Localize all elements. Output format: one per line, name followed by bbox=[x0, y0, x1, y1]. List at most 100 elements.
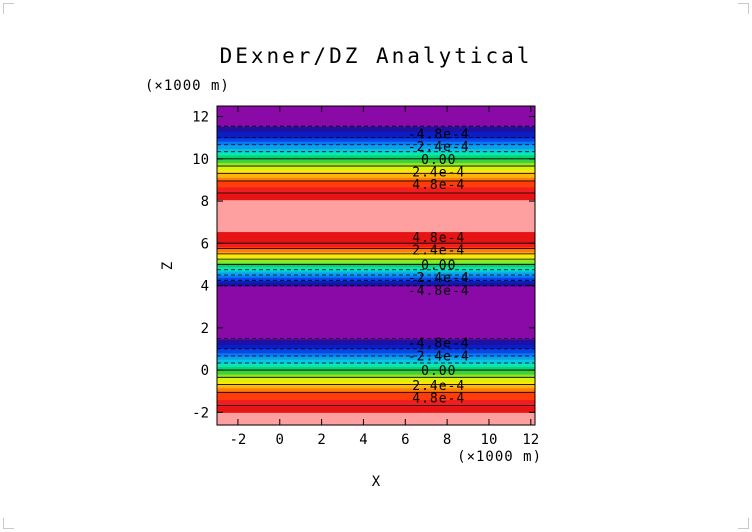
y-axis-label: Z bbox=[160, 262, 176, 270]
color-band bbox=[217, 131, 535, 139]
color-band bbox=[217, 359, 535, 364]
y-tick-label: 10 bbox=[192, 152, 209, 168]
y-tick-label: 2 bbox=[201, 321, 209, 337]
color-band bbox=[217, 246, 535, 250]
color-band bbox=[217, 338, 535, 345]
contour-label: 0.00 bbox=[421, 364, 456, 379]
color-band bbox=[217, 256, 535, 260]
color-band bbox=[217, 251, 535, 255]
y-tick-label: 4 bbox=[201, 279, 209, 295]
y-tick-label: 8 bbox=[201, 194, 209, 210]
color-band bbox=[217, 369, 535, 375]
color-band bbox=[217, 387, 535, 393]
color-band bbox=[217, 172, 535, 178]
color-band bbox=[217, 344, 535, 350]
color-bands bbox=[217, 106, 535, 426]
contour-label: 4.8e-4 bbox=[412, 231, 465, 246]
color-band bbox=[217, 264, 535, 268]
x-tick-label: 6 bbox=[401, 432, 409, 448]
color-band bbox=[217, 180, 535, 188]
x-axis-label: X bbox=[372, 474, 381, 490]
contour-label: 2.4e-4 bbox=[412, 379, 465, 394]
color-band bbox=[217, 177, 535, 182]
color-band bbox=[217, 405, 535, 413]
x-tick-label: 0 bbox=[276, 432, 284, 448]
x-tick-label: 8 bbox=[443, 432, 451, 448]
color-band bbox=[217, 262, 535, 266]
color-band bbox=[217, 141, 535, 145]
color-band bbox=[217, 148, 535, 153]
color-band bbox=[217, 231, 535, 244]
color-band bbox=[217, 162, 535, 167]
color-band bbox=[217, 352, 535, 357]
color-band bbox=[217, 144, 535, 150]
x-axis-ticks: -2 0 2 4 6 8 10 12 bbox=[229, 106, 539, 448]
contour-lines bbox=[217, 125, 535, 407]
color-band bbox=[217, 366, 535, 371]
contour-label: -4.8e-4 bbox=[408, 337, 470, 352]
contour-label: 4.8e-4 bbox=[412, 392, 465, 407]
crop-mark-top-right bbox=[738, 3, 749, 14]
x-tick-label: 10 bbox=[481, 432, 498, 448]
chart-title: DExner/DZ Analytical bbox=[220, 44, 533, 68]
y-axis-unit: (×1000 m) bbox=[145, 78, 230, 94]
color-band bbox=[217, 363, 535, 368]
color-band bbox=[217, 271, 535, 276]
x-tick-label: -2 bbox=[229, 432, 246, 448]
crop-mark-bottom-right bbox=[738, 518, 749, 529]
color-band bbox=[217, 126, 535, 133]
color-band bbox=[217, 412, 535, 426]
color-band bbox=[217, 381, 535, 386]
x-axis-unit: (×1000 m) bbox=[457, 449, 542, 465]
color-band bbox=[217, 266, 535, 271]
crop-mark-bottom-left bbox=[3, 518, 14, 529]
crop-mark-top-left bbox=[3, 3, 14, 14]
contour-label: -2.4e-4 bbox=[408, 140, 470, 155]
color-band bbox=[217, 373, 535, 378]
color-band bbox=[217, 280, 535, 284]
color-band bbox=[217, 243, 535, 247]
contour-label: 0.00 bbox=[421, 153, 456, 168]
color-band bbox=[217, 275, 535, 278]
color-band bbox=[217, 193, 535, 201]
color-band bbox=[217, 151, 535, 156]
y-tick-label: 6 bbox=[201, 236, 209, 252]
contour-label: 2.4e-4 bbox=[412, 244, 465, 259]
y-tick-label: 0 bbox=[201, 363, 209, 379]
color-band bbox=[217, 186, 535, 194]
color-band bbox=[217, 248, 535, 253]
color-band bbox=[217, 384, 535, 389]
color-band bbox=[217, 355, 535, 360]
y-tick-label: -2 bbox=[192, 405, 209, 421]
color-band bbox=[217, 285, 535, 340]
color-band bbox=[217, 282, 535, 287]
color-band bbox=[217, 169, 535, 174]
color-band bbox=[217, 277, 535, 281]
color-band bbox=[217, 399, 535, 407]
color-band bbox=[217, 259, 535, 263]
color-band bbox=[217, 348, 535, 354]
contour-label: 2.4e-4 bbox=[412, 165, 465, 180]
contour-label: -2.4e-4 bbox=[408, 349, 470, 364]
contour-label: -4.8e-4 bbox=[408, 127, 470, 142]
contour-label: -2.4e-4 bbox=[408, 271, 470, 286]
color-band bbox=[217, 253, 535, 258]
x-tick-label: 2 bbox=[317, 432, 325, 448]
plot-frame bbox=[216, 105, 536, 426]
color-band bbox=[217, 159, 535, 163]
color-band bbox=[217, 165, 535, 171]
y-axis-ticks: -2 0 2 4 6 8 10 12 bbox=[192, 110, 535, 421]
color-band bbox=[217, 377, 535, 383]
color-band bbox=[217, 392, 535, 401]
contour-label: 0.00 bbox=[421, 258, 456, 273]
color-band bbox=[217, 106, 535, 127]
contour-label: -4.8e-4 bbox=[408, 284, 470, 299]
color-band bbox=[217, 154, 535, 160]
contour-label: 4.8e-4 bbox=[412, 178, 465, 193]
color-band bbox=[217, 137, 535, 142]
x-tick-label: 12 bbox=[522, 432, 539, 448]
color-band bbox=[217, 199, 535, 233]
contour-labels: 4.8e-42.4e-40.00-2.4e-4-4.8e-4-4.8e-4-2.… bbox=[408, 127, 470, 407]
